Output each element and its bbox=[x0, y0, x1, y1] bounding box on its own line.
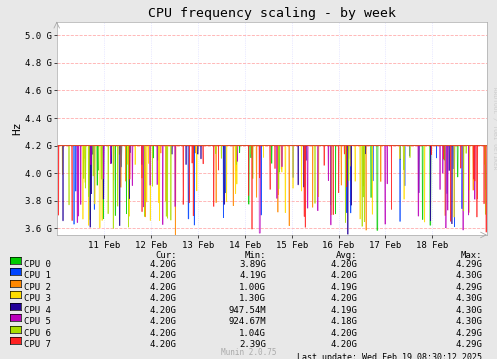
Text: Max:: Max: bbox=[461, 251, 482, 260]
Text: 4.18G: 4.18G bbox=[331, 317, 358, 326]
Text: 4.20G: 4.20G bbox=[150, 340, 176, 349]
Text: CPU 6: CPU 6 bbox=[24, 329, 51, 338]
Text: 4.20G: 4.20G bbox=[150, 260, 176, 269]
Text: 924.67M: 924.67M bbox=[228, 317, 266, 326]
Text: CPU 2: CPU 2 bbox=[24, 283, 51, 292]
Text: 4.20G: 4.20G bbox=[150, 294, 176, 303]
Text: 4.29G: 4.29G bbox=[455, 329, 482, 338]
Text: 4.19G: 4.19G bbox=[331, 283, 358, 292]
Text: Min:: Min: bbox=[245, 251, 266, 260]
Text: 4.20G: 4.20G bbox=[150, 317, 176, 326]
Text: RRDTOOL / TOBI OETIKER: RRDTOOL / TOBI OETIKER bbox=[492, 87, 497, 169]
Text: 1.04G: 1.04G bbox=[239, 329, 266, 338]
Text: 4.20G: 4.20G bbox=[150, 306, 176, 315]
Text: 4.20G: 4.20G bbox=[331, 294, 358, 303]
Text: CPU 3: CPU 3 bbox=[24, 294, 51, 303]
Text: 4.20G: 4.20G bbox=[150, 283, 176, 292]
Text: CPU 0: CPU 0 bbox=[24, 260, 51, 269]
Text: Last update: Wed Feb 19 08:30:12 2025: Last update: Wed Feb 19 08:30:12 2025 bbox=[297, 353, 482, 359]
Text: Cur:: Cur: bbox=[155, 251, 176, 260]
Text: 4.30G: 4.30G bbox=[455, 317, 482, 326]
Text: 3.89G: 3.89G bbox=[239, 260, 266, 269]
Text: CPU 7: CPU 7 bbox=[24, 340, 51, 349]
Text: Munin 2.0.75: Munin 2.0.75 bbox=[221, 348, 276, 357]
Text: 4.20G: 4.20G bbox=[331, 260, 358, 269]
Text: 2.39G: 2.39G bbox=[239, 340, 266, 349]
Text: 4.19G: 4.19G bbox=[331, 306, 358, 315]
Text: 4.29G: 4.29G bbox=[455, 340, 482, 349]
Text: 4.20G: 4.20G bbox=[150, 329, 176, 338]
Text: 4.20G: 4.20G bbox=[331, 329, 358, 338]
Text: 4.19G: 4.19G bbox=[239, 271, 266, 280]
Text: 4.20G: 4.20G bbox=[331, 340, 358, 349]
Title: CPU frequency scaling - by week: CPU frequency scaling - by week bbox=[148, 8, 396, 20]
Text: CPU 1: CPU 1 bbox=[24, 271, 51, 280]
Text: 1.00G: 1.00G bbox=[239, 283, 266, 292]
Text: Avg:: Avg: bbox=[336, 251, 358, 260]
Text: 4.29G: 4.29G bbox=[455, 260, 482, 269]
Text: 4.30G: 4.30G bbox=[455, 306, 482, 315]
Text: 1.30G: 1.30G bbox=[239, 294, 266, 303]
Text: 4.30G: 4.30G bbox=[455, 271, 482, 280]
Text: 4.30G: 4.30G bbox=[455, 294, 482, 303]
Y-axis label: Hz: Hz bbox=[12, 122, 22, 135]
Text: CPU 4: CPU 4 bbox=[24, 306, 51, 315]
Text: 947.54M: 947.54M bbox=[228, 306, 266, 315]
Text: 4.29G: 4.29G bbox=[455, 283, 482, 292]
Text: 4.20G: 4.20G bbox=[331, 271, 358, 280]
Text: CPU 5: CPU 5 bbox=[24, 317, 51, 326]
Text: 4.20G: 4.20G bbox=[150, 271, 176, 280]
